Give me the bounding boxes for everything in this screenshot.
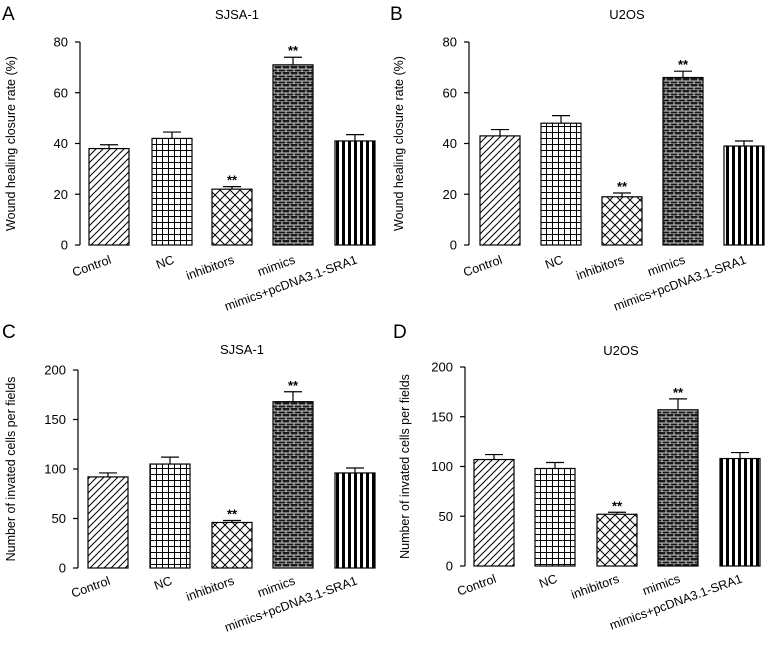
bar [723, 145, 765, 246]
bar [601, 196, 643, 246]
y-tick-label: 0 [446, 559, 453, 574]
category-label: inhibitors [574, 253, 626, 283]
y-tick-label: 50 [439, 509, 453, 524]
bar [479, 135, 521, 246]
bar [87, 476, 129, 569]
y-axis-label: Wound healing closure rate (%) [392, 56, 406, 231]
significance-label: ** [288, 43, 299, 58]
bar [719, 457, 761, 567]
category-label: Control [461, 253, 504, 280]
significance-label: ** [612, 498, 623, 513]
category-label: NC [152, 574, 174, 593]
y-tick-label: 0 [61, 238, 68, 253]
category-label: NC [154, 253, 176, 272]
bar [211, 521, 253, 569]
panel-a: A SJSA-1 0 20 40 60 80 Wound healing closure … [2, 4, 376, 314]
bar [662, 76, 704, 246]
chart-title: U2OS [609, 7, 645, 22]
significance-label: ** [673, 385, 684, 400]
y-tick-label: 100 [431, 459, 453, 474]
bar [88, 147, 130, 246]
y-tick-label: 80 [54, 35, 68, 50]
y-tick-label: 60 [54, 85, 68, 100]
y-tick-label: 20 [54, 187, 68, 202]
chart-title: U2OS [603, 343, 639, 358]
y-axis-label: Wound healing closure rate (%) [4, 56, 18, 231]
chart-title: SJSA-1 [215, 7, 259, 22]
y-tick-label: 200 [431, 360, 453, 375]
bar [334, 140, 376, 246]
y-axis-label: Number of invated cells per fields [4, 377, 18, 562]
y-tick-label: 20 [443, 187, 457, 202]
y-tick-label: 0 [59, 561, 66, 576]
category-label: inhibitors [569, 572, 621, 602]
panel-letter: C [2, 322, 16, 343]
y-axis-label: Number of invated cells per fields [398, 374, 412, 559]
y-tick-label: 80 [443, 35, 457, 50]
category-label: Control [70, 253, 113, 280]
y-tick-label: 40 [443, 136, 457, 151]
panel-letter: B [390, 4, 403, 25]
panel-letter: A [2, 4, 15, 25]
bar [540, 122, 582, 246]
y-tick-label: 60 [443, 85, 457, 100]
bar [596, 513, 638, 567]
bar [272, 64, 314, 246]
y-tick-label: 200 [44, 363, 66, 378]
bar [334, 472, 376, 569]
category-label: NC [537, 572, 559, 591]
y-tick-label: 150 [431, 409, 453, 424]
significance-label: ** [227, 506, 238, 521]
bar [211, 188, 253, 246]
category-label: NC [543, 253, 565, 272]
category-label: Control [69, 574, 112, 601]
significance-label: ** [678, 57, 689, 72]
panel-b: B U2OS 0 20 40 60 80 Wound healing closure ra… [390, 4, 765, 314]
bar [151, 137, 193, 246]
y-tick-label: 0 [450, 238, 457, 253]
y-tick-label: 150 [44, 412, 66, 427]
bar [534, 467, 576, 567]
y-tick-label: 50 [52, 511, 66, 526]
bar [272, 401, 314, 569]
bar [657, 409, 699, 567]
y-tick-label: 40 [54, 136, 68, 151]
panel-letter: D [393, 322, 407, 343]
category-label: inhibitors [184, 253, 236, 283]
y-tick-label: 100 [44, 462, 66, 477]
panel-d: D U2OS 0 50 100 150 200 Number of invated cel… [393, 322, 761, 633]
significance-label: ** [617, 179, 628, 194]
significance-label: ** [227, 173, 238, 188]
bar [473, 458, 515, 567]
category-label: Control [455, 572, 498, 599]
panel-c: C SJSA-1 0 50 100 150 200 Number of invated c… [2, 322, 376, 635]
significance-label: ** [288, 378, 299, 393]
chart-title: SJSA-1 [220, 342, 264, 357]
bar [149, 463, 191, 569]
category-label: inhibitors [184, 574, 236, 604]
